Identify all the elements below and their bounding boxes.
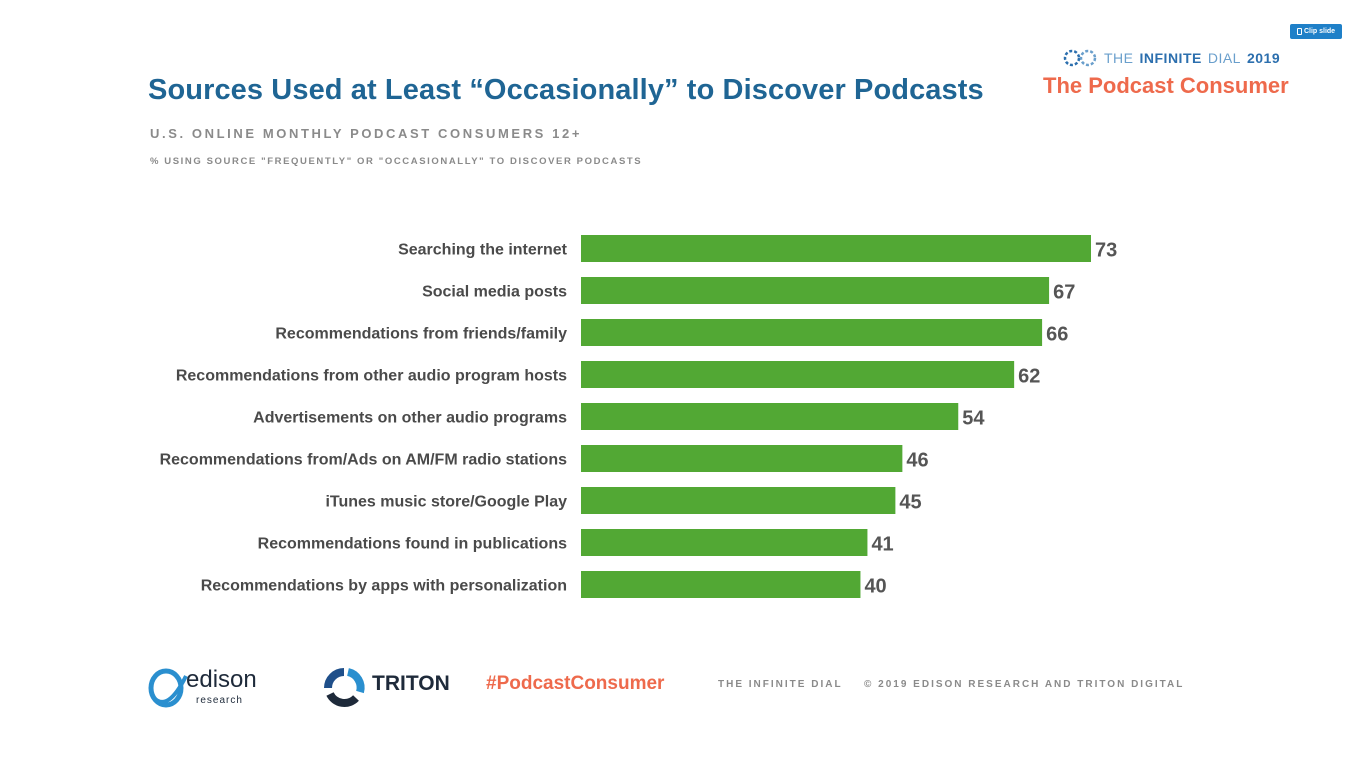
- clip-slide-label: Clip slide: [1303, 28, 1336, 35]
- hashtag: #PodcastConsumer: [486, 673, 665, 694]
- category-label-4: Advertisements on other audio programs: [253, 410, 567, 427]
- value-label-8: 40: [864, 576, 886, 598]
- bar-2: [581, 319, 1043, 346]
- brand-dial: DIAL: [1207, 50, 1241, 66]
- bar-chart: Searching the internet 73 Social media pos…: [160, 235, 1117, 598]
- brand-the: THE: [1104, 50, 1134, 66]
- category-label-1: Social media posts: [422, 284, 567, 301]
- bar-0: [581, 235, 1091, 262]
- category-label-8: Recommendations by apps with personaliza…: [201, 578, 567, 595]
- clip-slide-button[interactable]: Clip slide: [1290, 24, 1342, 39]
- chart-title: Sources Used at Least “Occasionally” to …: [148, 74, 984, 106]
- podcast-consumer-tagline: The Podcast Consumer: [1043, 73, 1289, 98]
- triton-digital-logo: TRITON: [320, 662, 450, 714]
- infinite-dial-logo-icon: [1063, 49, 1097, 67]
- value-label-6: 45: [899, 492, 921, 514]
- chart-note: % USING SOURCE "FREQUENTLY" OR "OCCASION…: [150, 156, 643, 167]
- triton-ring-icon: [324, 668, 365, 707]
- category-label-7: Recommendations found in publications: [258, 536, 567, 553]
- edison-sub: research: [196, 695, 243, 706]
- category-label-5: Recommendations from/Ads on AM/FM radio …: [160, 452, 568, 469]
- bar-8: [581, 571, 861, 598]
- bar-4: [581, 403, 959, 430]
- bar-1: [581, 277, 1050, 304]
- edison-name: edison: [186, 666, 257, 693]
- footer-infinite-dial: THE INFINITE DIAL: [718, 679, 843, 690]
- value-label-7: 41: [871, 534, 893, 556]
- value-label-2: 66: [1046, 324, 1068, 346]
- edison-swirl-icon: [148, 668, 188, 708]
- bar-3: [581, 361, 1015, 388]
- brand-year: 2019: [1246, 50, 1281, 66]
- bar-6: [581, 487, 896, 514]
- value-label-4: 54: [962, 408, 985, 430]
- triton-name: TRITON: [372, 672, 450, 695]
- value-label-1: 67: [1053, 282, 1075, 304]
- bar-7: [581, 529, 868, 556]
- infinite-dial-brand: THE INFINITE DIAL 2019: [1062, 48, 1280, 68]
- brand-infinite: INFINITE: [1139, 50, 1202, 66]
- category-label-0: Searching the internet: [398, 242, 568, 259]
- bar-5: [581, 445, 903, 472]
- value-label-3: 62: [1018, 366, 1040, 388]
- clipboard-icon: [1296, 28, 1302, 35]
- edison-research-logo: edison research: [148, 662, 268, 714]
- footer: edison research TRITON #PodcastConsumer …: [0, 650, 1352, 720]
- value-label-5: 46: [906, 450, 928, 472]
- footer-copyright: © 2019 EDISON RESEARCH AND TRITON DIGITA…: [864, 679, 1185, 690]
- value-label-0: 73: [1095, 240, 1117, 262]
- category-label-2: Recommendations from friends/family: [275, 326, 567, 343]
- chart-subtitle: U.S. ONLINE MONTHLY PODCAST CONSUMERS 12…: [150, 126, 583, 141]
- category-label-6: iTunes music store/Google Play: [325, 494, 567, 511]
- category-label-3: Recommendations from other audio program…: [176, 368, 567, 385]
